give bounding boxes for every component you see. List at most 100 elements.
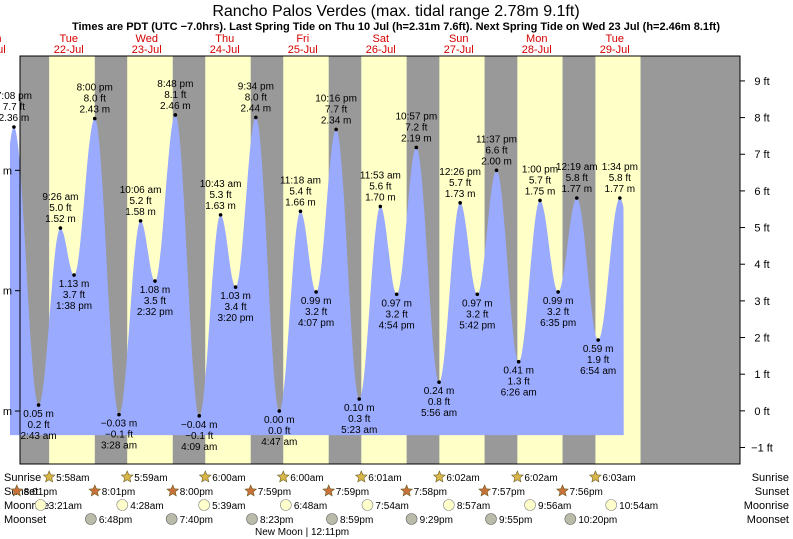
left-tick-label: 2 m — [0, 165, 12, 177]
day-name: Sun — [449, 33, 469, 45]
day-date: 21-Jul — [0, 44, 6, 56]
chart-subtitle: Times are PDT (UTC −7.0hrs). Last Spring… — [72, 21, 720, 33]
tide-height-m: −0.03 m — [101, 419, 137, 430]
moonset-icon — [246, 513, 258, 525]
tide-height-ft: 7.7 ft — [3, 102, 25, 113]
moonset-row-label-right: Moonset — [747, 514, 789, 526]
tide-height-ft: 3.2 ft — [466, 309, 488, 320]
tide-height-ft: 1.9 ft — [587, 355, 609, 366]
tide-height-m: 0.41 m — [503, 366, 534, 377]
day-date: 23-Jul — [132, 44, 162, 56]
tide-time: 5:56 am — [421, 408, 457, 419]
chart-title: Rancho Palos Verdes (max. tidal range 2.… — [212, 3, 579, 20]
sunrise-time: 6:03am — [602, 473, 635, 484]
tide-height-ft: 5.0 ft — [49, 203, 71, 214]
tide-point — [12, 125, 16, 129]
sunrise-time: 5:59am — [134, 473, 167, 484]
sunrise-time: 6:02am — [524, 473, 557, 484]
tide-height-m: 1.77 m — [605, 184, 636, 195]
tide-time: 3:20 pm — [218, 313, 254, 324]
sunrise-time: 6:00am — [290, 473, 323, 484]
tide-height-m: 0.05 m — [23, 409, 54, 420]
right-tick-label: 2 ft — [754, 333, 769, 345]
day-name: Mon — [526, 33, 547, 45]
moonrise-icon — [605, 499, 617, 511]
tide-point — [437, 380, 441, 384]
tide-time: 6:26 am — [501, 388, 537, 399]
tide-height-m: 2.44 m — [241, 103, 272, 114]
sunrise-time: 5:58am — [56, 473, 89, 484]
sunrise-time: 6:00am — [212, 473, 245, 484]
right-tick-label: 1 ft — [754, 369, 769, 381]
sunset-icon — [478, 484, 492, 497]
moonrise-time: 4:28am — [130, 501, 163, 512]
tide-height-m: 1.08 m — [140, 285, 171, 296]
tide-height-ft: 3.2 ft — [305, 307, 327, 318]
moonrise-icon — [34, 499, 47, 511]
tide-height-m: 1.58 m — [125, 207, 156, 218]
sunset-icon — [556, 484, 569, 497]
tide-height-ft: 5.6 ft — [369, 181, 391, 192]
tide-time: 4:54 pm — [379, 320, 415, 331]
tide-time: 10:57 pm — [395, 111, 437, 122]
tide-height-m: 2.43 m — [79, 105, 110, 116]
moonset-time: 8:59pm — [340, 515, 373, 526]
tide-point — [357, 397, 362, 401]
tide-curve — [10, 115, 624, 436]
moonrise-icon — [443, 499, 455, 511]
tide-time: 2:43 am — [21, 431, 57, 442]
moonset-icon — [165, 513, 178, 525]
tide-height-ft: 3.2 ft — [386, 309, 408, 320]
tide-point — [92, 116, 97, 121]
moonset-icon — [326, 513, 338, 525]
tide-time: 11:18 am — [280, 175, 321, 186]
tide-time: 10:43 am — [200, 179, 242, 190]
day-name: Mon — [0, 33, 1, 45]
moonset-icon — [85, 513, 97, 525]
tide-height-m: 2.00 m — [481, 156, 512, 167]
tide-point — [173, 113, 178, 117]
tide-height-ft: 0.2 ft — [27, 420, 49, 431]
sunset-icon — [400, 484, 414, 497]
tide-point — [58, 226, 63, 230]
day-date: 22-Jul — [54, 44, 84, 56]
day-name: Tue — [59, 33, 78, 45]
tide-height-ft: 8.1 ft — [164, 90, 186, 101]
day-name: Thu — [215, 33, 234, 45]
tide-height-ft: 6.6 ft — [485, 145, 507, 156]
sunrise-icon — [198, 470, 212, 483]
tide-height-ft: 8.0 ft — [245, 92, 267, 103]
tide-time: 11:37 pm — [476, 134, 517, 145]
tide-height-ft: 5.8 ft — [609, 173, 631, 184]
tide-time: 4:09 am — [181, 442, 217, 453]
moonset-time: 6:48pm — [99, 515, 132, 526]
tide-time: 5:42 pm — [459, 320, 495, 331]
tide-labels: 7:08 pm7.7 ft2.36 m0.05 m0.2 ft2:43 am9:… — [0, 79, 638, 453]
tide-height-m: 0.99 m — [543, 296, 574, 307]
moonrise-time: 5:39am — [212, 501, 245, 512]
day-name: Wed — [136, 33, 158, 45]
sunrise-icon — [120, 470, 134, 483]
day-date: 29-Jul — [600, 44, 630, 56]
moonrise-icon — [361, 499, 374, 511]
tide-height-m: 0.10 m — [344, 403, 375, 414]
day-date: 28-Jul — [522, 44, 552, 56]
tide-height-m: 1.52 m — [45, 214, 76, 225]
moonrise-icon — [116, 499, 129, 511]
moonset-time: 7:40pm — [180, 515, 213, 526]
moonset-time: 9:55pm — [499, 515, 532, 526]
moonset-icon — [405, 513, 418, 525]
sunrise-icon — [510, 470, 524, 483]
tide-time: 12:19 am — [556, 162, 598, 173]
sunrise-time: 6:01am — [368, 473, 401, 484]
tide-point — [153, 279, 157, 283]
y-axes: 0 m 1 m 2 m −1 ft 0 ft 1 ft 2 ft 3 ft 4 ft 5 ft 6 … — [0, 76, 773, 455]
tide-height-m: 1.66 m — [285, 197, 316, 208]
tide-point — [277, 409, 282, 413]
tide-time: 10:16 pm — [315, 93, 357, 104]
tide-time: 11:53 am — [360, 170, 401, 181]
day-name: Sat — [372, 33, 389, 45]
moonrise-time: 7:54am — [375, 501, 408, 512]
moonset-row-label: Moonset — [4, 514, 46, 526]
tide-height-m: 0.00 m — [264, 415, 295, 426]
